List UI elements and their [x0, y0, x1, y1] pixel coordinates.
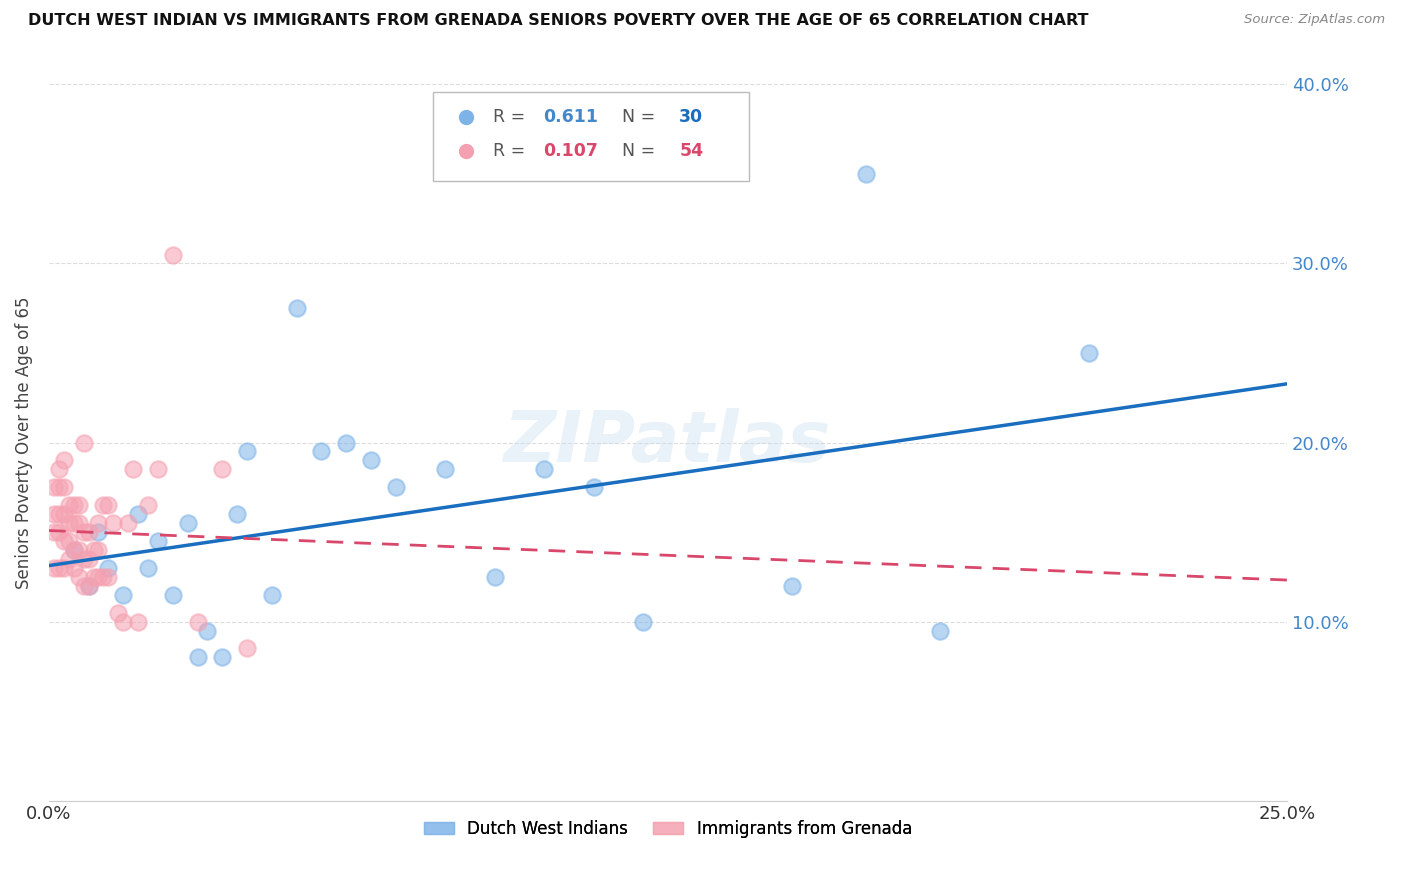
Point: [87, 543, 110, 558]
Legend: Dutch West Indians, Immigrants from Grenada: Dutch West Indians, Immigrants from Gren…: [416, 812, 921, 846]
Text: ZIPatlas: ZIPatlas: [505, 408, 832, 477]
Point: [77, 579, 100, 593]
Point: [87, 516, 110, 530]
Point: [226, 507, 249, 521]
Point: [107, 606, 129, 620]
Point: [72, 524, 94, 539]
Point: [97, 561, 120, 575]
Point: [122, 462, 145, 476]
Point: [112, 615, 135, 629]
Point: [52, 507, 75, 521]
Point: [72, 579, 94, 593]
Point: [83, 543, 105, 558]
Point: [112, 588, 135, 602]
Point: [136, 498, 159, 512]
Point: [72, 552, 94, 566]
Point: [42, 561, 65, 575]
Point: [52, 480, 75, 494]
Point: [93, 498, 115, 512]
Point: [77, 579, 100, 593]
Point: [434, 462, 457, 476]
Point: [582, 480, 605, 494]
Point: [52, 561, 75, 575]
Point: [187, 650, 209, 665]
Point: [127, 615, 149, 629]
Text: N =: N =: [612, 108, 661, 126]
Point: [58, 516, 80, 530]
Point: [97, 570, 120, 584]
Point: [176, 516, 198, 530]
Point: [48, 561, 70, 575]
Point: [1078, 346, 1101, 360]
Point: [62, 543, 84, 558]
Point: [211, 650, 233, 665]
Point: [929, 624, 952, 638]
Point: [52, 453, 75, 467]
Point: [93, 570, 115, 584]
Point: [67, 543, 90, 558]
Point: [335, 435, 357, 450]
Point: [533, 462, 555, 476]
Point: [127, 507, 149, 521]
Point: [42, 480, 65, 494]
Point: [384, 480, 406, 494]
Point: [42, 507, 65, 521]
Point: [83, 570, 105, 584]
Point: [633, 615, 655, 629]
Point: [146, 462, 169, 476]
Point: [67, 570, 90, 584]
Point: [236, 641, 259, 656]
Point: [855, 167, 877, 181]
Point: [285, 301, 308, 316]
Point: [48, 507, 70, 521]
Point: [48, 462, 70, 476]
Point: [67, 498, 90, 512]
Text: N =: N =: [612, 142, 661, 160]
Point: [197, 624, 219, 638]
Text: Source: ZipAtlas.com: Source: ZipAtlas.com: [1244, 13, 1385, 27]
Point: [136, 561, 159, 575]
Point: [67, 516, 90, 530]
Point: [62, 516, 84, 530]
Point: [360, 453, 382, 467]
Point: [77, 552, 100, 566]
Point: [162, 247, 184, 261]
Point: [146, 534, 169, 549]
Text: 54: 54: [679, 142, 703, 160]
Point: [87, 524, 110, 539]
Point: [311, 444, 333, 458]
Text: DUTCH WEST INDIAN VS IMMIGRANTS FROM GRENADA SENIORS POVERTY OVER THE AGE OF 65 : DUTCH WEST INDIAN VS IMMIGRANTS FROM GRE…: [28, 13, 1088, 29]
Point: [58, 534, 80, 549]
Point: [42, 524, 65, 539]
Text: 30: 30: [679, 108, 703, 126]
Point: [77, 524, 100, 539]
Point: [236, 444, 259, 458]
Point: [48, 524, 70, 539]
Point: [72, 435, 94, 450]
Point: [260, 588, 283, 602]
Text: 0.611: 0.611: [543, 108, 598, 126]
Point: [62, 543, 84, 558]
FancyBboxPatch shape: [433, 92, 748, 181]
Point: [187, 615, 209, 629]
Point: [62, 498, 84, 512]
Y-axis label: Seniors Poverty Over the Age of 65: Seniors Poverty Over the Age of 65: [15, 296, 32, 589]
Point: [52, 534, 75, 549]
Text: R =: R =: [494, 142, 531, 160]
Point: [87, 570, 110, 584]
Point: [58, 552, 80, 566]
Point: [484, 570, 506, 584]
Point: [103, 516, 125, 530]
Point: [162, 588, 184, 602]
Text: 0.107: 0.107: [543, 142, 598, 160]
Text: R =: R =: [494, 108, 531, 126]
Point: [117, 516, 139, 530]
Point: [97, 498, 120, 512]
Point: [780, 579, 803, 593]
Point: [211, 462, 233, 476]
Point: [58, 498, 80, 512]
Point: [62, 561, 84, 575]
Point: [48, 480, 70, 494]
